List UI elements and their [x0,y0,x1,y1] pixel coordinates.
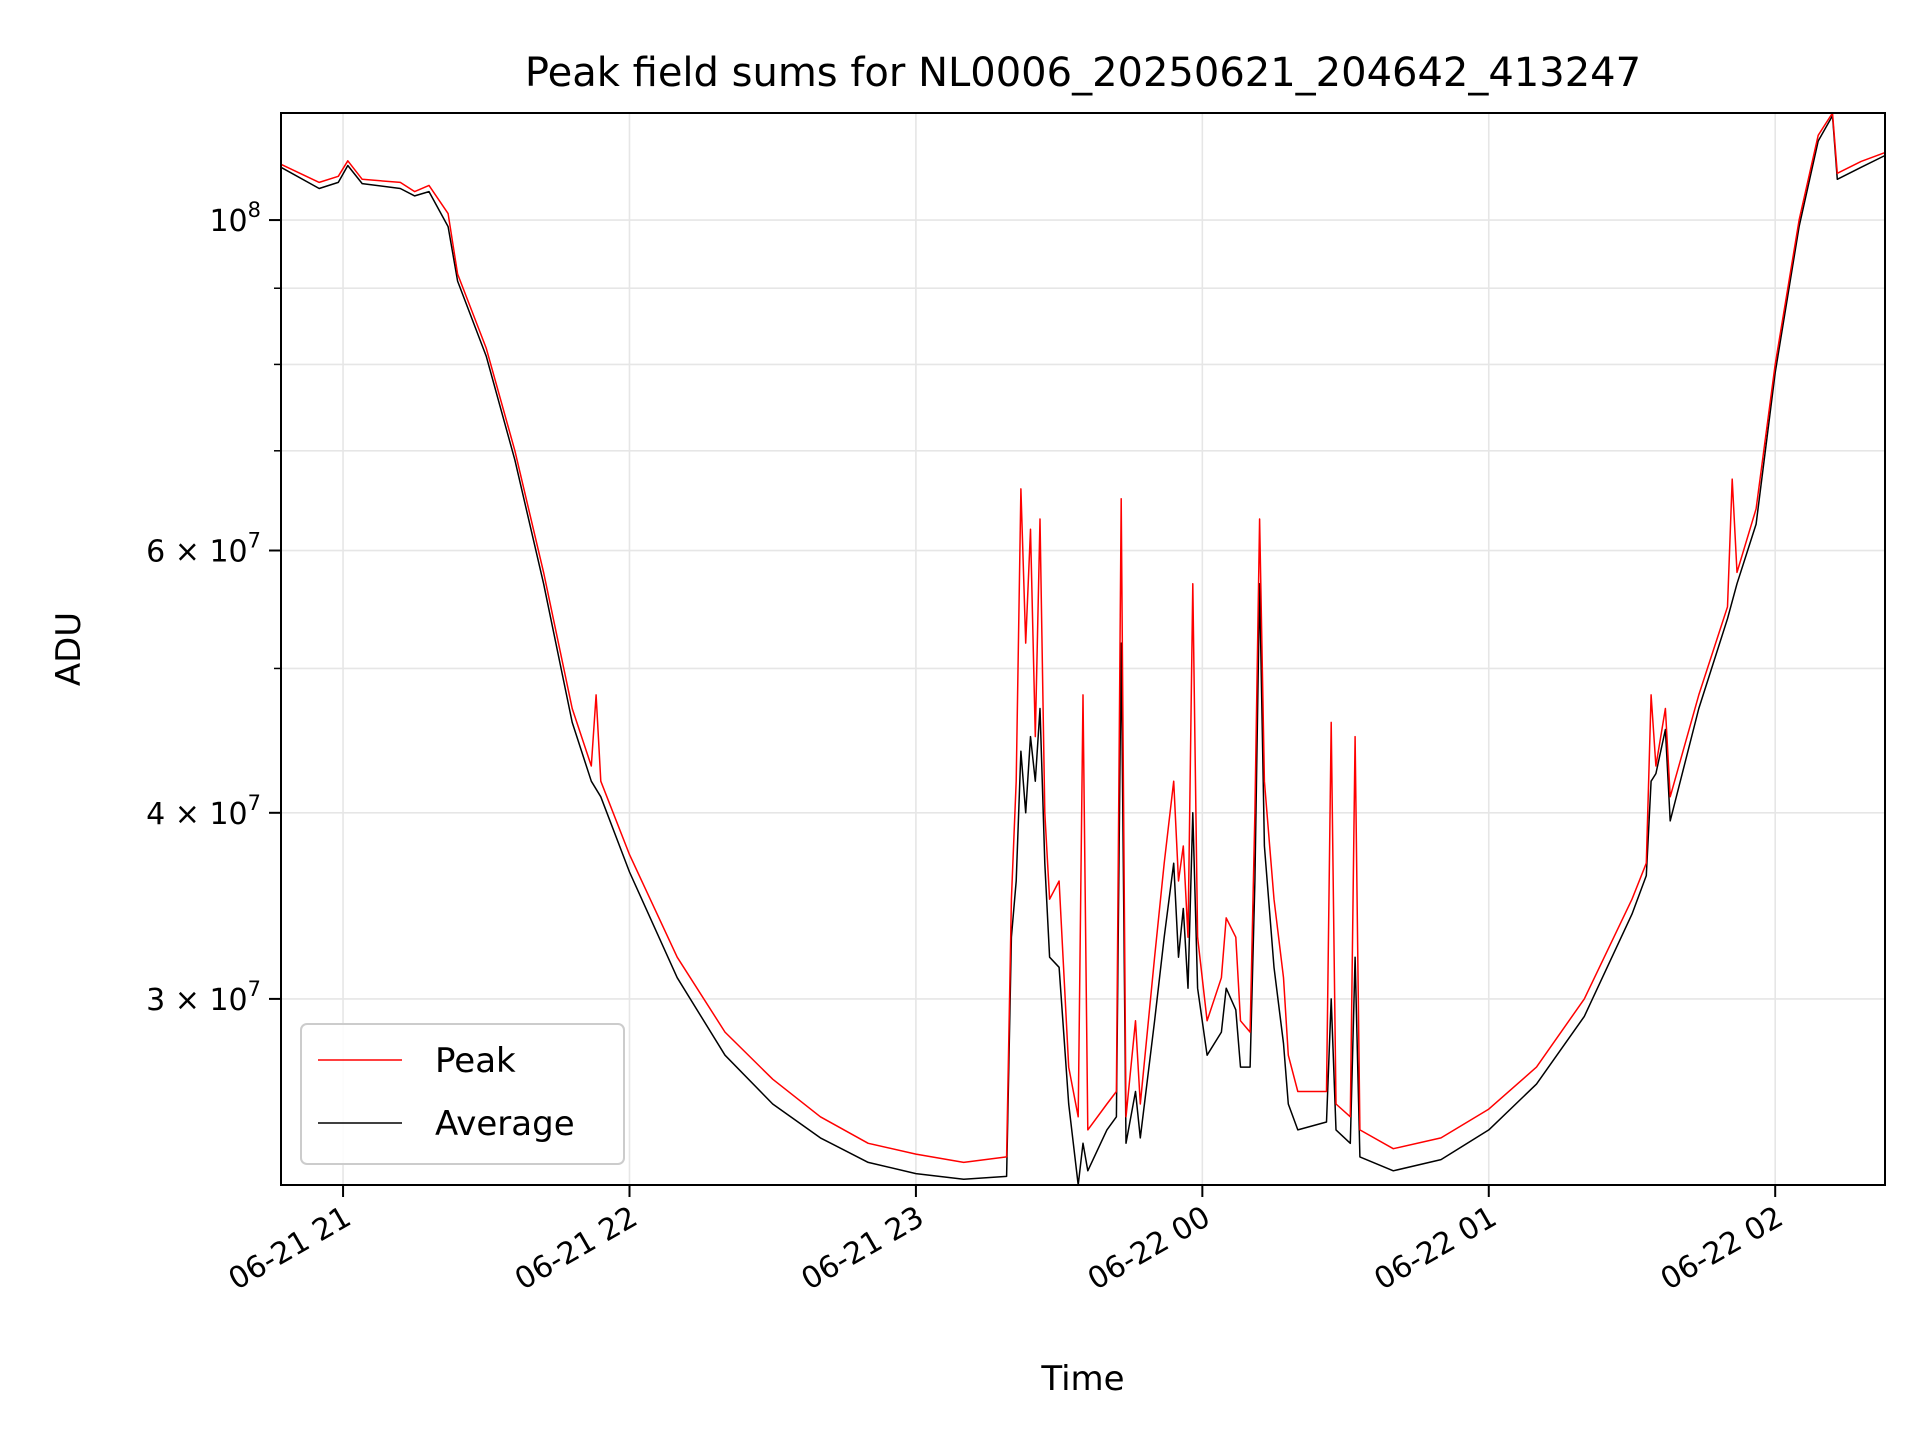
legend-label-peak: Peak [435,1041,516,1081]
y-tick-label: 3 × 107 [146,977,261,1018]
series-layer [280,112,1886,1186]
legend-box [300,1023,625,1165]
legend: Peak Average [300,1023,625,1165]
y-axis-label: ADU [49,612,89,686]
series-line-peak [280,112,1886,1164]
y-tick-label: 108 [209,198,261,239]
y-axis: 108 6 × 107 4 × 107 3 × 107 [146,198,281,1018]
x-axis-label: Time [1040,1359,1124,1399]
grid [281,113,1885,1185]
y-tick-label: 4 × 107 [146,791,261,832]
legend-label-average: Average [435,1104,575,1144]
plot-area-frame [280,112,1886,1186]
chart-title: Peak field sums for NL0006_20250621_2046… [525,50,1641,96]
series-line-average [280,114,1886,1186]
y-tick-label: 6 × 107 [146,529,261,570]
